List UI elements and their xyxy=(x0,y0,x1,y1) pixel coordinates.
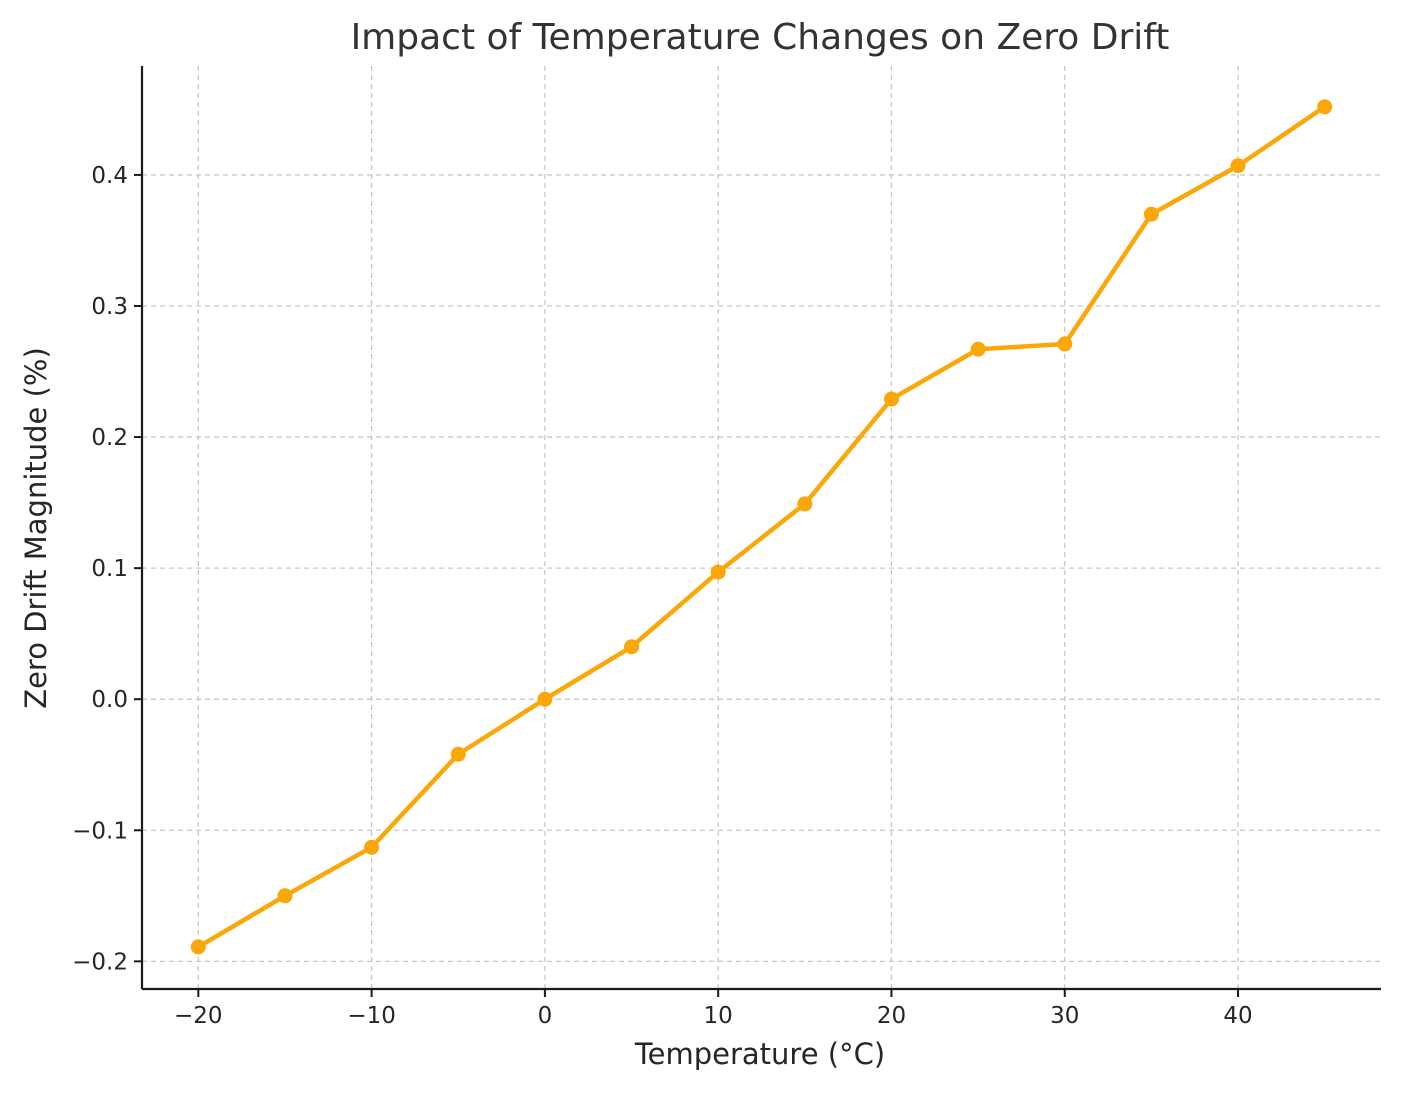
data-point xyxy=(883,391,899,407)
y-tick-label: 0.4 xyxy=(91,163,128,189)
data-series xyxy=(190,99,1333,955)
x-axis-label: Temperature (°C) xyxy=(634,1037,885,1071)
data-point xyxy=(1230,158,1246,174)
x-axis-ticks: −20 −10 0 10 20 30 40 xyxy=(174,989,1253,1029)
y-tick-label: 0.2 xyxy=(91,425,128,451)
x-tick-label: 40 xyxy=(1223,1003,1252,1029)
data-point xyxy=(1057,336,1073,352)
data-point xyxy=(537,691,553,707)
data-point xyxy=(797,496,813,512)
grid xyxy=(142,66,1381,989)
x-tick-label: 0 xyxy=(538,1003,553,1029)
x-tick-label: −20 xyxy=(174,1003,223,1029)
series-line xyxy=(196,104,1327,950)
y-axis-ticks: −0.2 −0.1 0.0 0.1 0.2 0.3 0.4 xyxy=(72,163,142,975)
x-tick-label: −10 xyxy=(347,1003,396,1029)
x-tick-label: 20 xyxy=(877,1003,906,1029)
data-point xyxy=(624,639,640,655)
data-point xyxy=(190,939,206,955)
data-point xyxy=(277,888,293,904)
y-axis-label: Zero Drift Magnitude (%) xyxy=(19,347,53,709)
x-tick-label: 30 xyxy=(1050,1003,1079,1029)
y-tick-label: −0.2 xyxy=(72,949,128,975)
data-point xyxy=(710,564,726,580)
data-point xyxy=(450,746,466,762)
data-point xyxy=(1317,99,1333,115)
data-point xyxy=(1143,206,1159,222)
y-tick-label: 0.0 xyxy=(91,687,128,713)
x-tick-label: 10 xyxy=(704,1003,733,1029)
axes xyxy=(140,66,1381,991)
chart-title: Impact of Temperature Changes on Zero Dr… xyxy=(351,17,1170,58)
series-layer xyxy=(190,99,1333,955)
data-point xyxy=(364,839,380,855)
y-tick-label: 0.1 xyxy=(91,556,128,582)
y-tick-label: 0.3 xyxy=(91,294,128,320)
y-tick-label: −0.1 xyxy=(72,818,128,844)
data-point xyxy=(970,341,986,357)
